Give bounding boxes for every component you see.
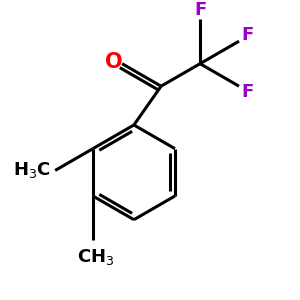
Text: H$_3$C: H$_3$C bbox=[13, 160, 51, 180]
Text: O: O bbox=[105, 52, 122, 72]
Text: CH$_3$: CH$_3$ bbox=[77, 247, 115, 267]
Text: F: F bbox=[242, 83, 254, 101]
Text: F: F bbox=[194, 1, 206, 19]
Text: F: F bbox=[242, 26, 254, 44]
